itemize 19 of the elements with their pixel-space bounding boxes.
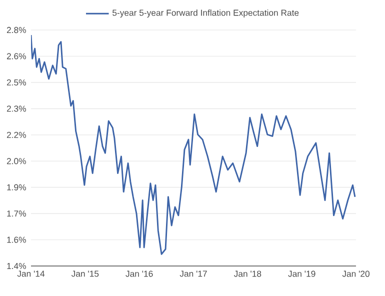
- x-tick-label: Jan '14: [17, 270, 45, 277]
- y-tick-label: 2.5%: [6, 79, 26, 86]
- x-tick-label: Jan '17: [180, 270, 207, 277]
- y-tick-label: 2.3%: [6, 106, 26, 112]
- legend-label: 5-year 5-year Forward Inflation Expectation Rate: [112, 9, 299, 18]
- y-tick-label: 2.6%: [6, 53, 26, 60]
- y-tick-label: 1.7%: [7, 210, 26, 217]
- y-tick-label: 1.4%: [7, 262, 26, 270]
- x-tick-label: Jan '18: [234, 270, 262, 277]
- y-tick-label: 1.6%: [7, 236, 26, 243]
- y-tick-label: 2.0%: [6, 158, 26, 164]
- y-tick-label: 1.9%: [7, 184, 26, 190]
- x-tick-label: Jan '15: [71, 270, 99, 277]
- x-tick-label: Jan '20: [342, 270, 370, 277]
- y-tick-label: 2.8%: [6, 26, 26, 34]
- x-tick-label: Jan '16: [126, 270, 153, 277]
- x-tick-label: Jan '19: [288, 270, 316, 277]
- line-series: [31, 34, 356, 255]
- y-tick-label: 2.2%: [6, 132, 26, 138]
